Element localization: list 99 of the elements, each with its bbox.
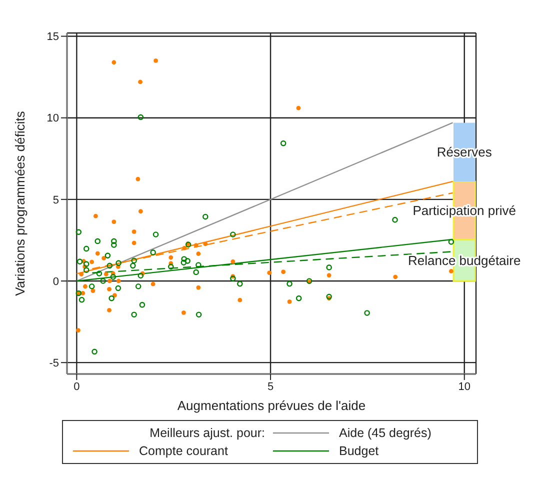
point xyxy=(83,267,90,273)
y-tick-label: 15 xyxy=(46,31,59,44)
point xyxy=(83,284,88,289)
point xyxy=(184,258,190,264)
point xyxy=(110,274,116,280)
point xyxy=(102,256,106,260)
point xyxy=(112,220,116,224)
point xyxy=(150,282,156,286)
legend-title: Meilleurs ajust. pour: xyxy=(148,426,266,440)
point xyxy=(76,328,80,332)
point xyxy=(106,262,113,269)
point xyxy=(90,288,96,293)
point xyxy=(83,261,90,267)
point xyxy=(138,114,144,120)
point xyxy=(107,286,112,292)
point xyxy=(131,258,137,264)
point xyxy=(138,209,143,214)
x-tick-label: 10 xyxy=(458,380,470,393)
y-tick-label: 10 xyxy=(46,112,59,125)
x-tick-label: 5 xyxy=(267,380,274,393)
point xyxy=(326,264,332,270)
point xyxy=(152,232,159,238)
point xyxy=(230,276,236,282)
point xyxy=(296,295,302,302)
point xyxy=(287,300,292,304)
point xyxy=(238,298,242,302)
point xyxy=(115,285,122,292)
point xyxy=(196,285,201,290)
point xyxy=(111,242,117,248)
point xyxy=(296,106,301,110)
x-tick-label: 0 xyxy=(74,380,80,393)
point xyxy=(111,238,117,244)
point xyxy=(104,272,108,276)
point xyxy=(96,270,102,276)
point xyxy=(107,308,112,312)
point xyxy=(286,280,292,287)
point xyxy=(132,230,136,234)
legend-label: Budget xyxy=(338,444,380,458)
point xyxy=(237,280,243,287)
point xyxy=(196,252,201,256)
point xyxy=(92,348,98,355)
point xyxy=(100,278,106,284)
point xyxy=(104,252,111,258)
point xyxy=(112,60,116,65)
point xyxy=(281,270,286,274)
point xyxy=(202,214,208,220)
point xyxy=(138,80,142,84)
point xyxy=(131,312,137,318)
point xyxy=(180,260,187,266)
point xyxy=(448,238,454,245)
point xyxy=(194,243,198,248)
point xyxy=(280,140,286,146)
point xyxy=(83,246,90,252)
point xyxy=(196,312,202,318)
point xyxy=(90,260,94,264)
point xyxy=(95,251,100,256)
point xyxy=(76,229,82,235)
point xyxy=(230,232,236,238)
point xyxy=(181,256,187,262)
point xyxy=(135,283,142,290)
point xyxy=(230,259,236,264)
point xyxy=(168,264,174,270)
y-tick-label: -5 xyxy=(49,357,59,370)
point xyxy=(203,242,208,246)
x-axis-title: Augmentations prévues de l'aide xyxy=(177,398,366,413)
point xyxy=(181,310,186,315)
point xyxy=(116,260,122,266)
point xyxy=(392,216,398,223)
y-tick-label: 0 xyxy=(52,276,59,288)
legend-label: Aide (45 degrés) xyxy=(338,426,432,440)
point xyxy=(78,296,85,303)
point xyxy=(139,302,146,308)
point xyxy=(448,269,454,274)
point xyxy=(326,273,332,278)
point xyxy=(108,295,114,302)
point xyxy=(136,176,140,182)
legend-label: Compte courant xyxy=(138,444,229,458)
point xyxy=(168,255,174,260)
point xyxy=(93,214,98,218)
point xyxy=(326,294,332,300)
point xyxy=(196,262,202,268)
point xyxy=(76,258,83,264)
point xyxy=(193,269,199,276)
point xyxy=(154,58,158,63)
y-tick-label: 5 xyxy=(52,194,59,206)
point xyxy=(150,250,156,256)
point xyxy=(107,278,112,284)
point xyxy=(132,240,136,246)
point xyxy=(364,310,370,316)
point xyxy=(130,262,136,269)
point xyxy=(94,238,101,244)
point xyxy=(88,283,95,290)
y-axis-title: Variations programmées déficits xyxy=(12,110,28,296)
point xyxy=(182,246,187,250)
point xyxy=(393,274,398,280)
point xyxy=(267,270,272,276)
point xyxy=(138,272,144,279)
point xyxy=(116,278,121,284)
point xyxy=(79,272,84,276)
